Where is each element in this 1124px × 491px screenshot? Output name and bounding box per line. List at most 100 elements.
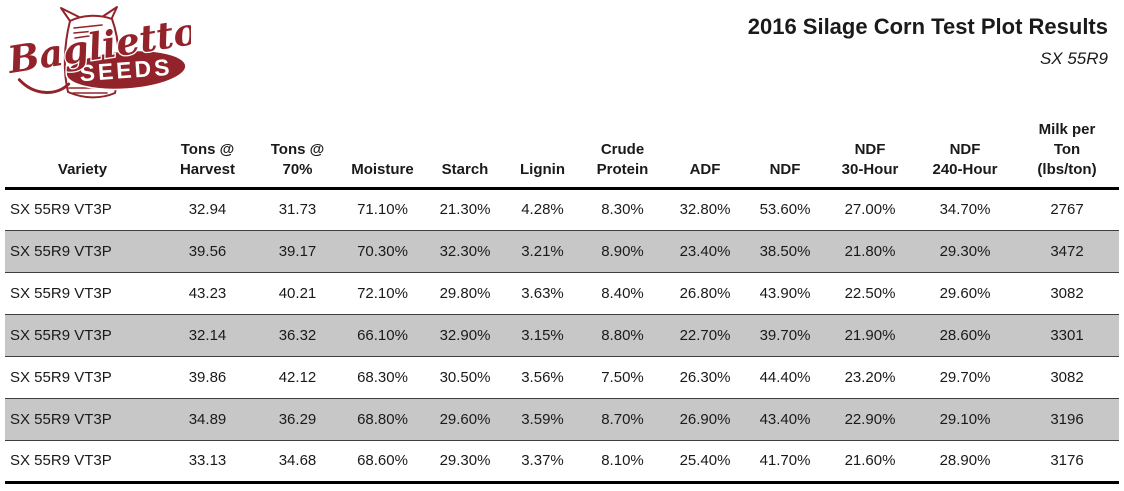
cell: 3.59% — [521, 410, 564, 428]
column-header-ndf-30: NDF 30-Hour — [841, 140, 899, 178]
cell: 68.80% — [357, 410, 408, 428]
baglietto-seeds-logo: SEEDS Baglietto — [2, 3, 202, 104]
cell: 3176 — [1050, 452, 1084, 469]
cell: 66.10% — [357, 326, 408, 344]
cell: 7.50% — [601, 368, 644, 386]
cell: 32.94 — [188, 201, 227, 218]
report-titles: 2016 Silage Corn Test Plot Results SX 55… — [748, 14, 1108, 69]
column-header-lignin: Lignin — [520, 160, 565, 178]
column-header-crude-protein: Crude Protein — [596, 140, 649, 178]
table-row: SX 55R9 VT3P 43.23 40.21 72.10% 29.80% 3.6… — [5, 272, 1119, 314]
variety-cell: SX 55R9 VT3P — [10, 410, 112, 428]
cell: 2767 — [1050, 201, 1084, 218]
script-flourish — [17, 78, 71, 94]
results-table: Variety Tons @ Harvest Tons @ 70% Moistu… — [5, 120, 1119, 484]
column-header-starch: Starch — [441, 160, 489, 178]
cell: 22.50% — [844, 284, 896, 302]
cell: 27.00% — [844, 201, 896, 218]
page-subtitle: SX 55R9 — [1039, 49, 1108, 69]
cell: 25.40% — [679, 452, 731, 469]
cell: 36.29 — [278, 410, 317, 428]
cell: 4.28% — [521, 201, 564, 218]
cell: 40.21 — [278, 284, 317, 302]
cell: 38.50% — [759, 242, 811, 260]
column-header-tons-70: Tons @ 70% — [270, 140, 325, 178]
column-header-variety: Variety — [57, 160, 108, 178]
cell: 30.50% — [439, 368, 491, 386]
cell: 21.80% — [844, 242, 896, 260]
cell: 3.63% — [521, 284, 564, 302]
cell: 23.40% — [679, 242, 731, 260]
table-row: SX 55R9 VT3P 34.89 36.29 68.80% 29.60% 3.5… — [5, 398, 1119, 440]
cell: 29.10% — [939, 410, 991, 428]
seed-bag-logo-icon: SEEDS Baglietto — [2, 6, 202, 99]
cell: 42.12 — [278, 368, 317, 386]
variety-cell: SX 55R9 VT3P — [10, 452, 112, 469]
cell: 68.60% — [357, 452, 408, 469]
column-header-adf: ADF — [689, 160, 721, 178]
cell: 3196 — [1050, 410, 1084, 428]
cell: 34.70% — [939, 201, 991, 218]
cell: 39.86 — [188, 368, 227, 386]
cell: 34.68 — [278, 452, 317, 469]
cell: 3.56% — [521, 368, 564, 386]
cell: 21.30% — [439, 201, 491, 218]
cell: 71.10% — [357, 201, 408, 218]
column-header-moisture: Moisture — [351, 160, 414, 178]
cell: 70.30% — [357, 242, 408, 260]
cell: 41.70% — [759, 452, 811, 469]
cell: 8.90% — [601, 242, 644, 260]
cell: 28.60% — [939, 326, 991, 344]
header-row: Variety Tons @ Harvest Tons @ 70% Moistu… — [5, 120, 1119, 188]
cell: 29.30% — [439, 452, 491, 469]
cell: 26.80% — [679, 284, 731, 302]
table-row: SX 55R9 VT3P 39.56 39.17 70.30% 32.30% 3.2… — [5, 230, 1119, 272]
cell: 29.70% — [939, 368, 991, 386]
cell: 31.73 — [278, 201, 317, 218]
cell: 8.30% — [601, 201, 644, 218]
column-header-ndf: NDF — [769, 160, 801, 178]
column-header-ndf-240: NDF 240-Hour — [932, 140, 998, 178]
variety-cell: SX 55R9 VT3P — [10, 201, 112, 218]
table-row: SX 55R9 VT3P 33.13 34.68 68.60% 29.30% 3.3… — [5, 440, 1119, 482]
variety-cell: SX 55R9 VT3P — [10, 284, 112, 302]
cell: 8.10% — [601, 452, 644, 469]
cell: 3.15% — [521, 326, 564, 344]
table-row: SX 55R9 VT3P 39.86 42.12 68.30% 30.50% 3.5… — [5, 356, 1119, 398]
cell: 29.80% — [439, 284, 491, 302]
cell: 39.17 — [278, 242, 317, 260]
cell: 21.90% — [844, 326, 896, 344]
cell: 26.30% — [679, 368, 731, 386]
cell: 34.89 — [188, 410, 227, 428]
cell: 29.60% — [939, 284, 991, 302]
cell: 29.60% — [439, 410, 491, 428]
cell: 3.37% — [521, 452, 564, 469]
cell: 8.40% — [601, 284, 644, 302]
masthead: SEEDS Baglietto 2016 Silage Corn Test Pl… — [0, 0, 1124, 118]
cell: 22.70% — [679, 326, 731, 344]
column-header-tons-harvest: Tons @ Harvest — [179, 140, 236, 178]
table-row: SX 55R9 VT3P 32.94 31.73 71.10% 21.30% 4.2… — [5, 188, 1119, 230]
cell: 43.40% — [759, 410, 811, 428]
cell: 21.60% — [844, 452, 896, 469]
cell: 32.80% — [679, 201, 731, 218]
table-row: SX 55R9 VT3P 32.14 36.32 66.10% 32.90% 3.1… — [5, 314, 1119, 356]
cell: 36.32 — [278, 326, 317, 344]
cell: 3472 — [1050, 242, 1084, 260]
cell: 33.13 — [188, 452, 227, 469]
cell: 3301 — [1050, 326, 1084, 344]
cell: 8.70% — [601, 410, 644, 428]
cell: 39.70% — [759, 326, 811, 344]
cell: 3082 — [1050, 284, 1084, 302]
cell: 32.14 — [188, 326, 227, 344]
cell: 72.10% — [357, 284, 408, 302]
variety-cell: SX 55R9 VT3P — [10, 326, 112, 344]
page-title: 2016 Silage Corn Test Plot Results — [747, 14, 1108, 39]
cell: 53.60% — [759, 201, 811, 218]
cell: 26.90% — [679, 410, 731, 428]
cell: 23.20% — [844, 368, 896, 386]
cell: 32.90% — [439, 326, 491, 344]
cell: 8.80% — [601, 326, 644, 344]
variety-cell: SX 55R9 VT3P — [10, 242, 112, 260]
cell: 29.30% — [939, 242, 991, 260]
